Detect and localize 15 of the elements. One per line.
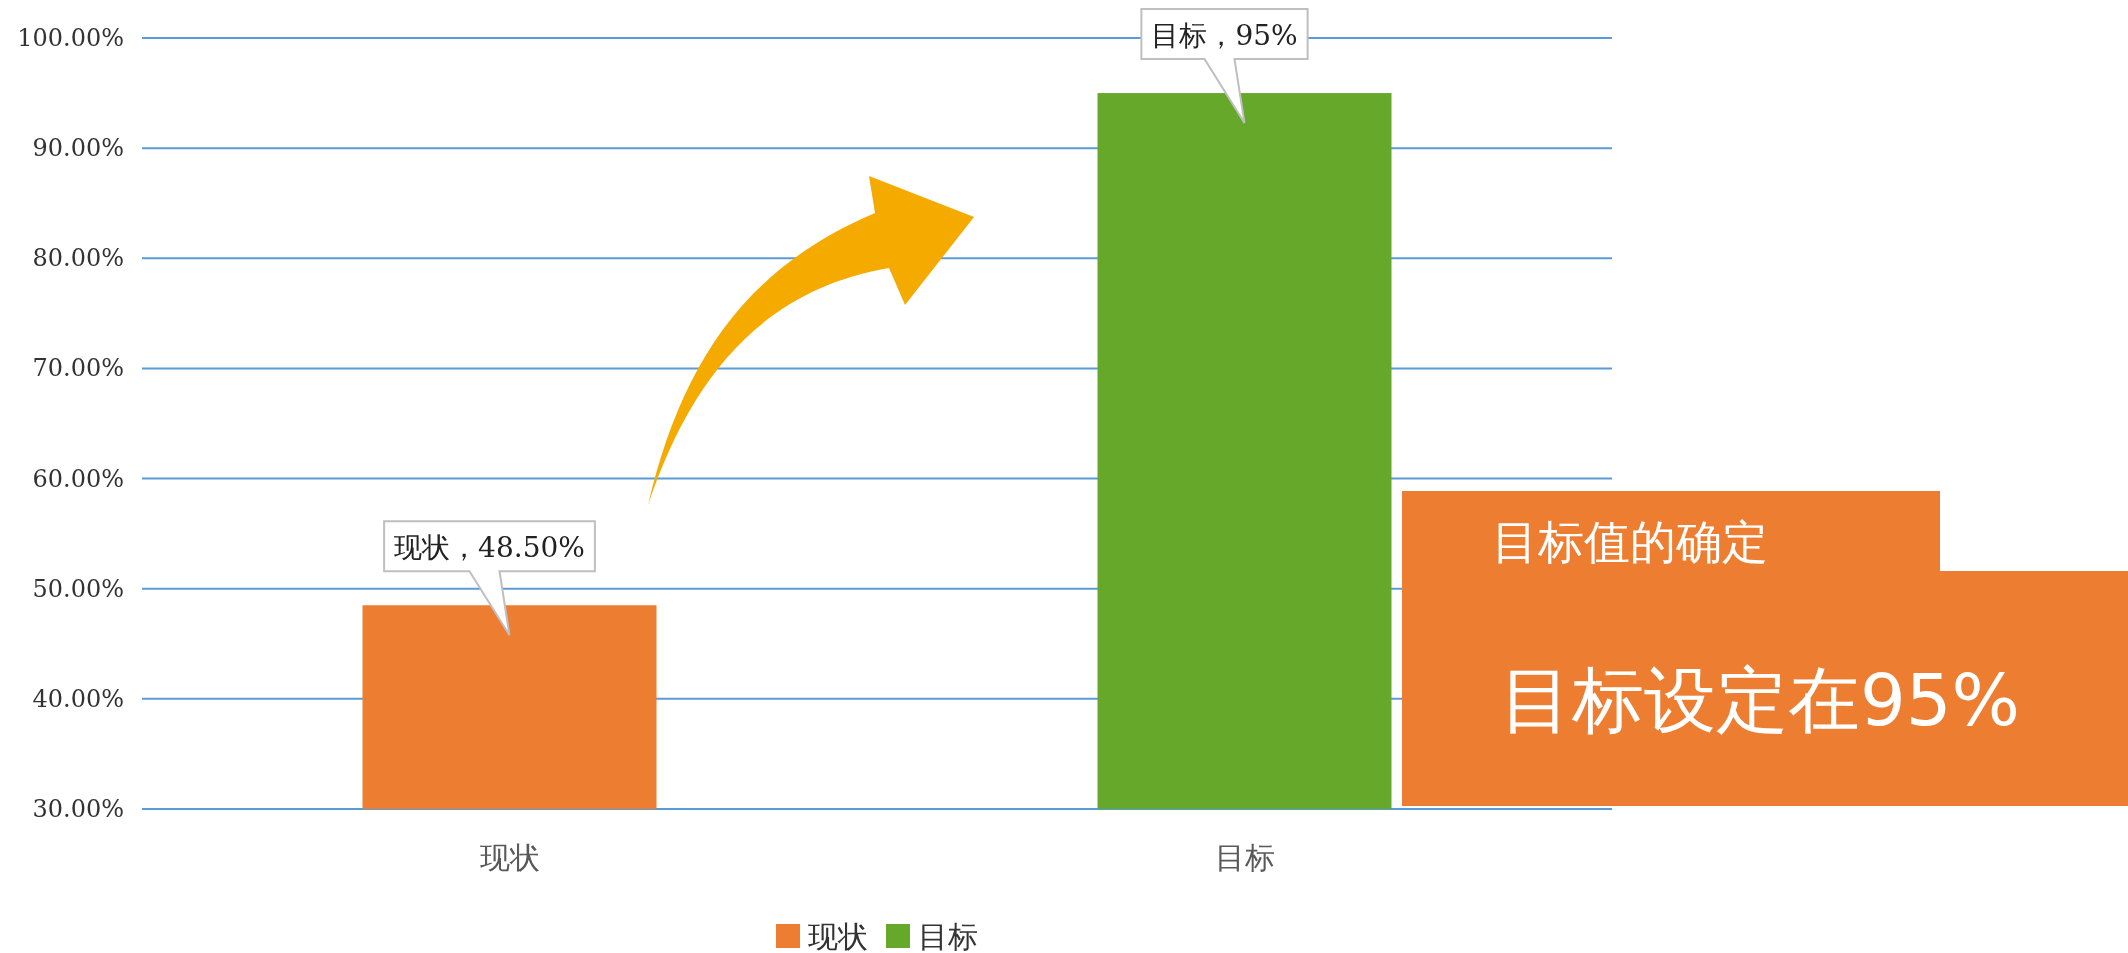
y-tick-label: 50.00% [32, 574, 124, 603]
y-tick-label: 60.00% [32, 464, 124, 493]
y-tick-label: 40.00% [32, 684, 124, 713]
legend-label: 现状 [808, 919, 868, 953]
annotation: 目标设定在95% [1500, 658, 2021, 742]
y-tick-label: 80.00% [32, 244, 124, 273]
y-tick-label: 100.00% [17, 24, 124, 52]
y-tick-label: 30.00% [32, 795, 124, 823]
data-label: 现状，48.50% [394, 531, 585, 565]
legend: 现状 目标 [776, 919, 978, 953]
annotation: 目标值的确定 [1492, 515, 1768, 569]
y-tick-label: 90.00% [32, 134, 124, 163]
y-tick-label: 70.00% [32, 354, 124, 383]
data-label: 目标，95% [1151, 19, 1298, 53]
legend-label: 目标 [918, 919, 978, 953]
